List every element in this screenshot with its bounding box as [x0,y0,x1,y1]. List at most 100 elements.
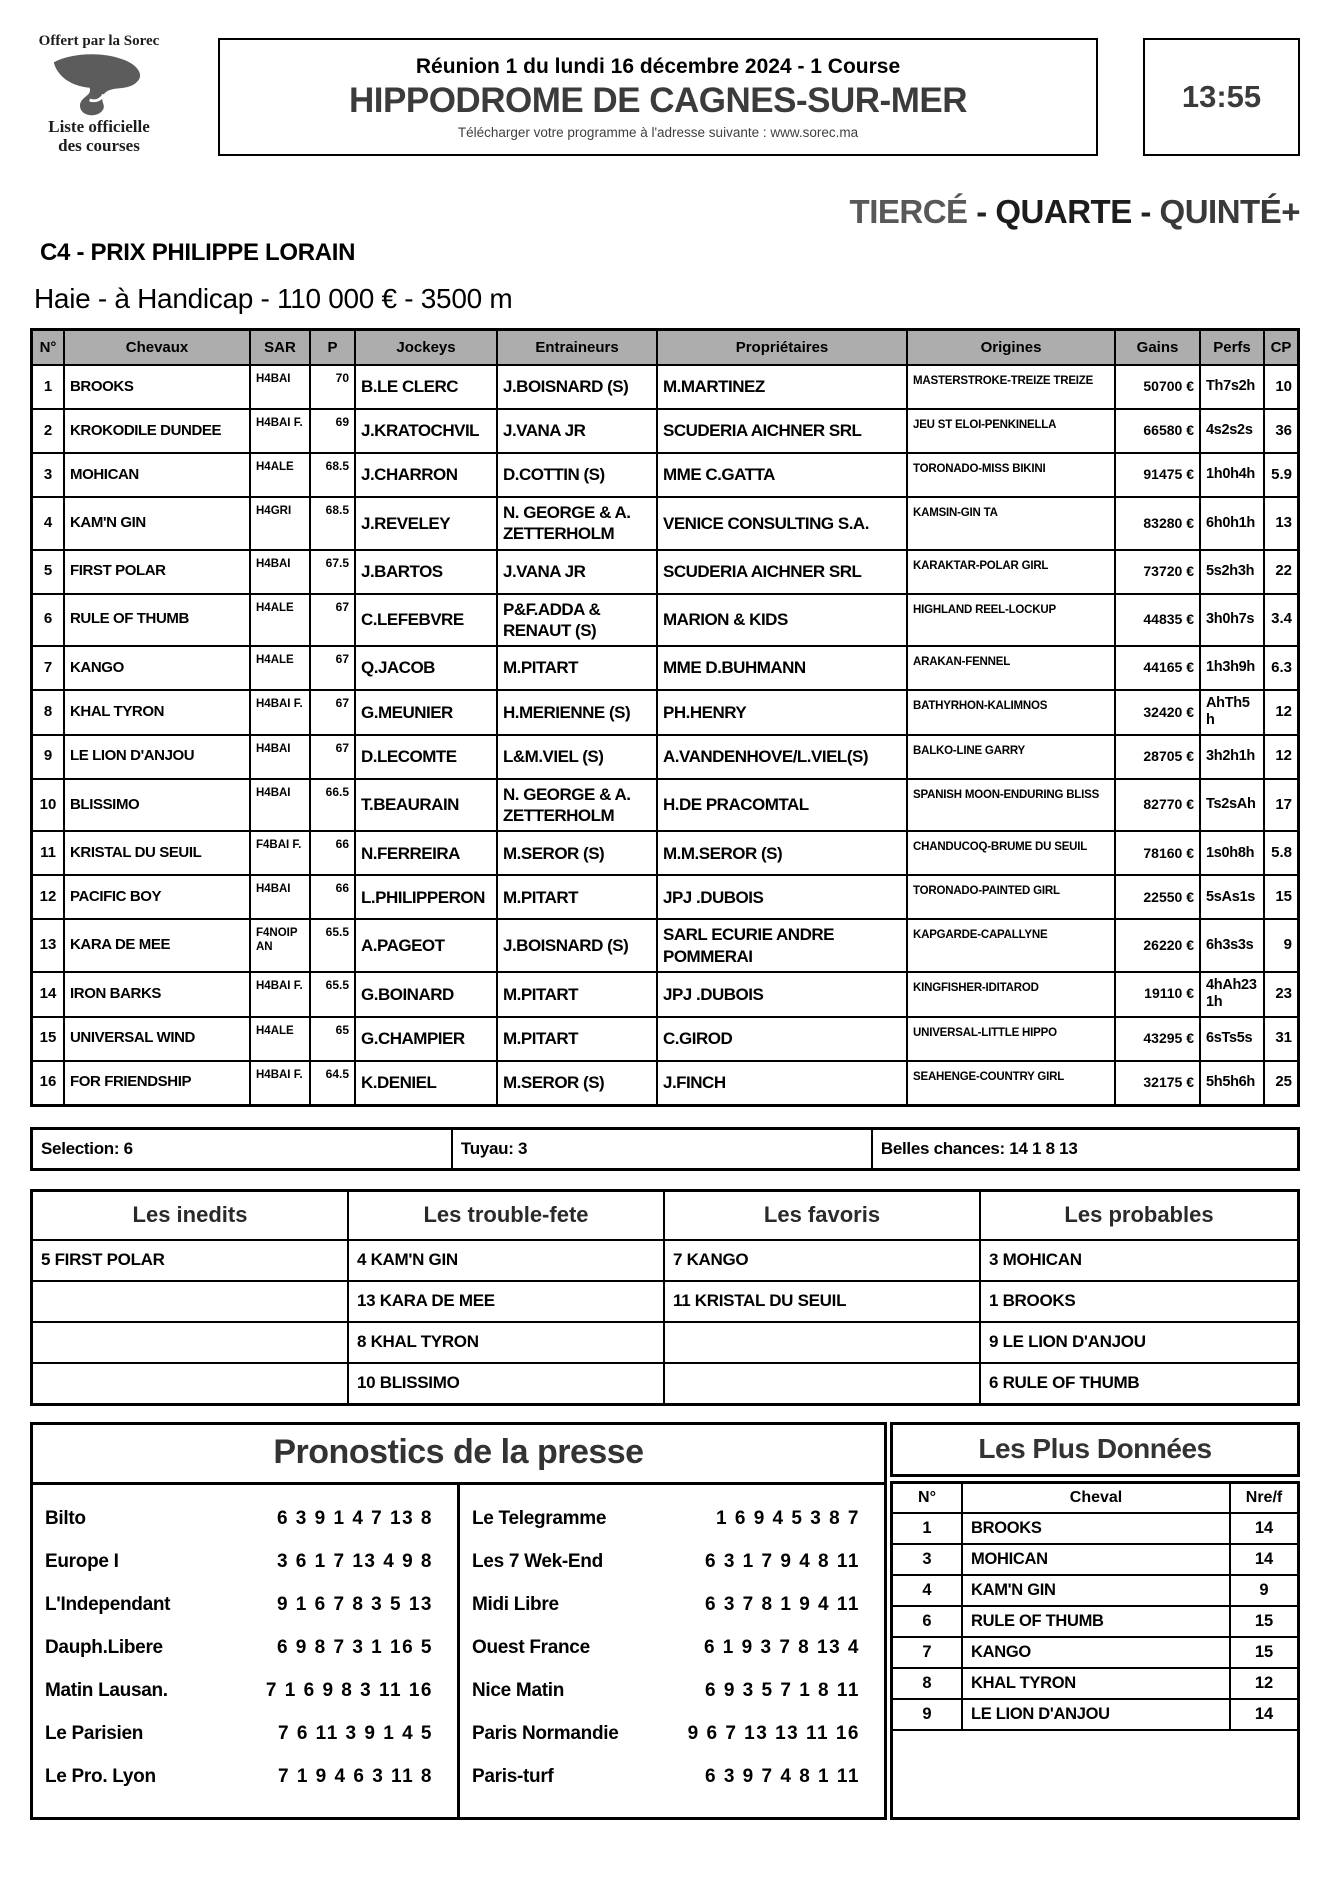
runner-trainer: H.MERIENNE (S) [498,691,658,734]
plus-donnees-table: N° Cheval Nre/f 1 BROOKS 14 3 [890,1480,1300,1820]
runner-gains: 43295 € [1116,1017,1201,1060]
runner-gains: 78160 € [1116,832,1201,875]
plus-donnees-header: N° Cheval Nre/f [893,1483,1297,1512]
runner-cp: 13 [1275,513,1292,531]
runner-number: 6 [33,594,65,645]
runner-row: 7 KANGO H4ALE 67 Q.JACOB M.PITART MME D.… [33,645,1297,689]
plus-header-nref: Nre/f [1245,1488,1283,1506]
runner-perfs: 1h3h9h [1201,647,1265,689]
runner-owner: VENICE CONSULTING S.A. [658,498,908,549]
press-outlet-name: Dauph.Libere [45,1637,163,1659]
runner-jockey: J.KRATOCHVIL [356,410,498,452]
runner-origins: SEAHENGE-COUNTRY GIRL [908,1061,1116,1104]
runner-jockey: G.MEUNIER [356,691,498,734]
runner-horse-name: KARA DE MEE [65,920,251,971]
runner-horse-name: LE LION D'ANJOU [65,735,251,778]
runner-horse-name: PACIFIC BOY [65,876,251,919]
press-picks: 6 9 8 7 3 1 16 5 [276,1637,433,1659]
runner-gains: 73720 € [1116,550,1201,593]
runner-owner: MME D.BUHMANN [658,647,908,689]
press-outlet-name: Paris Normandie [472,1723,619,1745]
runner-sar: H4BAI F. [251,1061,311,1104]
runner-row: 6 RULE OF THUMB H4ALE 67 C.LEFEBVRE P&F.… [33,592,1297,645]
picks-table-body: 5 FIRST POLAR 4 KAM'N GIN 7 KANGO 3 MOHI… [33,1238,1297,1403]
runner-gains: 22550 € [1116,876,1201,919]
logo-caption-bottom: Liste officielle des courses [48,117,150,156]
runner-sar: H4BAI [251,779,311,831]
runner-weight: 68.5 [311,498,356,549]
selection-bar: Selection: 6 Tuyau: 3 Belles chances: 14… [30,1126,1300,1171]
runner-cp: 17 [1275,795,1292,813]
runner-trainer: J.VANA JR [498,410,658,452]
page-header: Offert par la Sorec Liste officielle des… [30,33,1300,181]
press-row: Nice Matin 6 9 3 5 7 1 8 11 [460,1670,884,1713]
runner-row: 5 FIRST POLAR H4BAI 67.5 J.BARTOS J.VANA… [33,548,1297,593]
runner-jockey: B.LE CLERC [356,366,498,408]
plus-horse-number: 3 [893,1544,963,1574]
pick-favoris [665,1322,981,1362]
runner-jockey: N.FERREIRA [356,832,498,875]
runner-horse-name: FOR FRIENDSHIP [65,1061,251,1104]
plus-horse-name: KANGO [963,1637,1231,1667]
runner-row: 2 KROKODILE DUNDEE H4BAI F. 69 J.KRATOCH… [33,408,1297,452]
runner-sar: H4BAI [251,366,311,408]
press-row: Le Telegramme 1 6 9 4 5 3 8 7 [460,1498,884,1541]
runner-owner: JPJ .DUBOIS [658,972,908,1016]
runner-sar: H4BAI F. [251,691,311,734]
press-picks: 6 3 9 7 4 8 1 11 [704,1766,860,1788]
runner-weight: 67 [311,691,356,734]
hippodrome-title: HIPPODROME DE CAGNES-SUR-MER [349,80,967,120]
pick-trouble-fete: 13 KARA DE MEE [349,1281,665,1321]
runner-sar: H4GRI [251,498,311,549]
runner-cp: 5.9 [1271,465,1292,483]
runner-owner: SCUDERIA AICHNER SRL [658,550,908,593]
picks-row: 13 KARA DE MEE 11 KRISTAL DU SEUIL 1 BRO… [33,1279,1297,1321]
race-time-box: 13:55 [1143,38,1300,156]
plus-donnees-row: 7 KANGO 15 [893,1635,1297,1667]
picks-row: 8 KHAL TYRON 9 LE LION D'ANJOU [33,1320,1297,1362]
runner-gains: 83280 € [1116,498,1201,549]
picks-header-probables: Les probables [1064,1201,1214,1227]
runner-origins: SPANISH MOON-ENDURING BLISS [908,779,1116,831]
press-row: Paris Normandie 9 6 7 13 13 11 16 [460,1713,884,1756]
press-outlet-name: Matin Lausan. [45,1680,168,1702]
press-outlet-name: Europe I [45,1551,119,1573]
runner-cp: 10 [1275,377,1292,395]
pick-trouble-fete: 10 BLISSIMO [349,1363,665,1403]
runner-origins: KAMSIN-GIN TA [908,498,1116,549]
runner-weight: 65.5 [311,920,356,971]
press-outlet-name: L'Independant [45,1594,171,1616]
runner-cp: 31 [1275,1029,1292,1047]
plus-horse-name: BROOKS [963,1513,1231,1543]
press-outlet-name: Bilto [45,1508,86,1530]
plus-horse-number: 4 [893,1575,963,1605]
press-picks: 3 6 1 7 13 4 9 8 [276,1551,433,1573]
col-header-owner: Propriétaires [658,331,908,364]
picks-table-header: Les inedits Les trouble-fete Les favoris… [33,1191,1297,1239]
runner-owner: C.GIROD [658,1017,908,1060]
runner-trainer: N. GEORGE & A. ZETTERHOLM [498,779,658,831]
runner-number: 2 [33,410,65,452]
plus-nref-value: 15 [1254,1611,1274,1630]
runner-origins: HIGHLAND REEL-LOCKUP [908,594,1116,645]
runner-horse-name: KHAL TYRON [65,691,251,734]
plus-horse-name: KHAL TYRON [963,1668,1231,1698]
runner-number: 9 [33,735,65,778]
press-row: Le Pro. Lyon 7 1 9 4 6 3 11 8 [33,1756,457,1799]
runner-weight: 65.5 [311,972,356,1016]
col-header-horse: Chevaux [65,331,251,364]
runner-trainer: D.COTTIN (S) [498,454,658,496]
col-header-gains: Gains [1116,331,1201,364]
pick-inedits: 5 FIRST POLAR [33,1240,349,1280]
runner-perfs: 1s0h8h [1201,832,1265,875]
sorec-logo: Offert par la Sorec Liste officielle des… [26,33,172,179]
press-outlet-name: Les 7 Wek-End [472,1551,603,1573]
runner-trainer: J.VANA JR [498,550,658,593]
plus-donnees-row: 1 BROOKS 14 [893,1511,1297,1543]
runner-number: 13 [33,920,65,971]
pick-trouble-fete: 4 KAM'N GIN [349,1240,665,1280]
runner-row: 13 KARA DE MEE F4NOIPAN 65.5 A.PAGEOT J.… [33,918,1297,971]
pick-trouble-fete: 8 KHAL TYRON [349,1322,665,1362]
press-row: L'Independant 9 1 6 7 8 3 5 13 [33,1584,457,1627]
runner-number: 5 [33,550,65,593]
